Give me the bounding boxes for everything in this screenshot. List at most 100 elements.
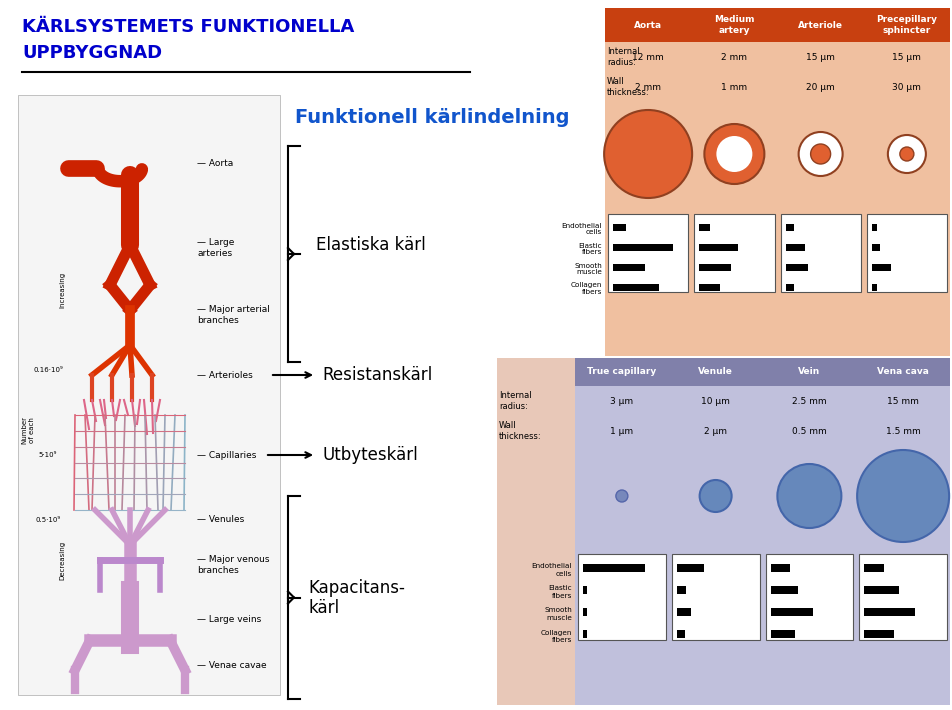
FancyBboxPatch shape <box>785 264 808 271</box>
Text: Utbyteskärl: Utbyteskärl <box>322 446 418 464</box>
FancyBboxPatch shape <box>770 586 798 594</box>
Text: Vein: Vein <box>798 368 821 376</box>
FancyBboxPatch shape <box>18 95 280 695</box>
Circle shape <box>704 124 764 184</box>
Text: Internal
radius:: Internal radius: <box>499 391 531 410</box>
FancyBboxPatch shape <box>860 554 947 640</box>
Text: Number
of each: Number of each <box>22 416 34 444</box>
FancyBboxPatch shape <box>864 630 894 638</box>
FancyBboxPatch shape <box>785 244 805 251</box>
FancyBboxPatch shape <box>872 244 881 251</box>
FancyBboxPatch shape <box>672 554 760 640</box>
Text: Endothelial
cells: Endothelial cells <box>531 564 572 577</box>
Text: Smooth
muscle: Smooth muscle <box>545 608 572 621</box>
Text: 20 μm: 20 μm <box>806 82 835 92</box>
FancyBboxPatch shape <box>864 564 883 572</box>
FancyBboxPatch shape <box>785 284 794 291</box>
Text: 0.5 mm: 0.5 mm <box>792 427 826 435</box>
Text: Wall
thickness:: Wall thickness: <box>607 77 649 97</box>
Circle shape <box>857 450 949 542</box>
FancyBboxPatch shape <box>677 564 704 572</box>
Text: 1 μm: 1 μm <box>610 427 633 435</box>
Text: Precepillary
sphincter: Precepillary sphincter <box>877 16 938 35</box>
FancyBboxPatch shape <box>872 284 878 291</box>
FancyBboxPatch shape <box>583 586 586 594</box>
Text: Smooth
muscle: Smooth muscle <box>574 263 602 275</box>
Text: Resistanskärl: Resistanskärl <box>322 366 432 384</box>
Circle shape <box>810 144 831 164</box>
FancyBboxPatch shape <box>677 586 686 594</box>
Text: Arteriole: Arteriole <box>798 21 843 30</box>
FancyBboxPatch shape <box>770 608 813 616</box>
Text: — Major arterial
branches: — Major arterial branches <box>197 305 269 324</box>
Circle shape <box>778 464 842 528</box>
FancyBboxPatch shape <box>583 564 645 572</box>
Text: — Venules: — Venules <box>197 515 245 525</box>
Text: 0.16·10⁹: 0.16·10⁹ <box>33 367 63 373</box>
Text: Endothelial
cells: Endothelial cells <box>562 222 602 236</box>
Circle shape <box>700 480 732 512</box>
FancyBboxPatch shape <box>497 358 950 705</box>
Text: Kapacitans-
kärl: Kapacitans- kärl <box>308 579 405 618</box>
Text: 1 mm: 1 mm <box>722 82 747 92</box>
Text: Vena cava: Vena cava <box>877 368 929 376</box>
Text: Medium
artery: Medium artery <box>714 16 755 35</box>
Text: — Aorta: — Aorta <box>197 158 233 168</box>
Text: 15 mm: 15 mm <box>887 396 919 405</box>
Text: 5·10⁹: 5·10⁹ <box>39 452 57 458</box>
Text: — Capillaries: — Capillaries <box>197 451 256 459</box>
Text: Elastic
fibers: Elastic fibers <box>548 586 572 599</box>
Circle shape <box>605 110 692 198</box>
Circle shape <box>799 132 843 176</box>
FancyBboxPatch shape <box>613 244 673 251</box>
FancyBboxPatch shape <box>700 244 738 251</box>
FancyBboxPatch shape <box>583 608 586 616</box>
Text: 15 μm: 15 μm <box>892 53 922 62</box>
FancyBboxPatch shape <box>765 554 853 640</box>
FancyBboxPatch shape <box>575 358 950 386</box>
Text: Venule: Venule <box>698 368 733 376</box>
Circle shape <box>616 490 628 502</box>
FancyBboxPatch shape <box>677 608 691 616</box>
FancyBboxPatch shape <box>605 8 950 42</box>
FancyBboxPatch shape <box>864 586 900 594</box>
Text: 1.5 mm: 1.5 mm <box>885 427 921 435</box>
Circle shape <box>888 135 926 173</box>
Text: 30 μm: 30 μm <box>892 82 922 92</box>
FancyBboxPatch shape <box>770 630 795 638</box>
Text: — Venae cavae: — Venae cavae <box>197 660 267 670</box>
FancyBboxPatch shape <box>583 630 586 638</box>
FancyBboxPatch shape <box>608 214 688 292</box>
Text: — Large veins: — Large veins <box>197 616 261 625</box>
Text: 2 mm: 2 mm <box>722 53 747 62</box>
Text: Collagen
fibers: Collagen fibers <box>570 283 602 295</box>
Text: 2 μm: 2 μm <box>704 427 727 435</box>
Circle shape <box>716 136 752 172</box>
Text: 12 mm: 12 mm <box>632 53 664 62</box>
FancyBboxPatch shape <box>872 224 878 231</box>
Text: 10 μm: 10 μm <box>702 396 730 405</box>
FancyBboxPatch shape <box>578 554 665 640</box>
FancyBboxPatch shape <box>872 264 891 271</box>
Text: UPPBYGGNAD: UPPBYGGNAD <box>22 44 162 62</box>
Text: Elastic
fibers: Elastic fibers <box>579 243 602 256</box>
Text: 3 μm: 3 μm <box>610 396 633 405</box>
Text: 0.5·10⁹: 0.5·10⁹ <box>35 517 61 523</box>
FancyBboxPatch shape <box>613 224 625 231</box>
FancyBboxPatch shape <box>700 224 710 231</box>
Text: Elastiska kärl: Elastiska kärl <box>316 236 426 254</box>
FancyBboxPatch shape <box>866 214 947 292</box>
FancyBboxPatch shape <box>677 630 684 638</box>
Circle shape <box>900 147 914 161</box>
Text: Decreasing: Decreasing <box>59 540 65 579</box>
Text: KÄRLSYSTEMETS FUNKTIONELLA: KÄRLSYSTEMETS FUNKTIONELLA <box>22 18 354 36</box>
FancyBboxPatch shape <box>613 284 659 291</box>
Text: Funktionell kärlindelning: Funktionell kärlindelning <box>295 108 569 127</box>
Text: True capillary: True capillary <box>587 368 657 376</box>
Text: 2.5 mm: 2.5 mm <box>792 396 826 405</box>
Text: 2 mm: 2 mm <box>635 82 661 92</box>
FancyBboxPatch shape <box>700 264 731 271</box>
Text: — Major venous
branches: — Major venous branches <box>197 555 269 574</box>
FancyBboxPatch shape <box>694 214 775 292</box>
Text: Wall
thickness:: Wall thickness: <box>499 421 542 441</box>
